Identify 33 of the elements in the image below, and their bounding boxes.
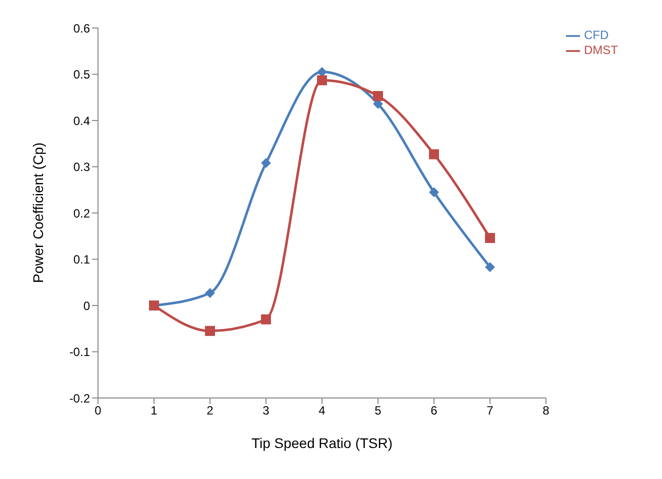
point	[261, 314, 271, 324]
y-tick-label: 0.6	[73, 21, 90, 36]
x-tick-label: 0	[94, 404, 102, 418]
point	[429, 149, 439, 160]
point	[205, 326, 215, 336]
point	[373, 90, 383, 101]
y-axis-title: Power Coefficient (Cp)	[30, 142, 46, 283]
y-tick-label: 0.3	[73, 160, 90, 174]
x-tick-label: 3	[262, 404, 270, 418]
x-tick-label: 1	[150, 404, 158, 418]
x-tick-label: 8	[542, 404, 550, 418]
y-tick-label: -0.1	[69, 345, 90, 360]
y-tick-label: 0.1	[73, 252, 90, 267]
point	[317, 75, 327, 86]
x-tick-label: 2	[206, 404, 214, 418]
x-axis-title: Tip Speed Ratio (TSR)	[251, 435, 393, 451]
point	[205, 288, 215, 298]
y-tick-label: 0	[83, 298, 90, 313]
x-tick-label: 6	[430, 404, 438, 418]
x-tick-label: 5	[374, 404, 382, 418]
point	[485, 262, 495, 272]
legend-label: DMST	[584, 42, 618, 57]
x-tick-label: 7	[486, 404, 494, 418]
point	[429, 187, 439, 198]
point	[317, 66, 327, 77]
point	[485, 232, 495, 243]
point	[261, 158, 271, 168]
y-tick-label: 0.2	[73, 206, 90, 220]
x-tick-label: 4	[318, 404, 326, 418]
y-tick-label: -0.2	[69, 391, 90, 406]
legend-label: CFD	[584, 28, 609, 42]
y-tick-label: 0.5	[73, 68, 90, 82]
y-tick-label: 0.4	[73, 114, 90, 128]
